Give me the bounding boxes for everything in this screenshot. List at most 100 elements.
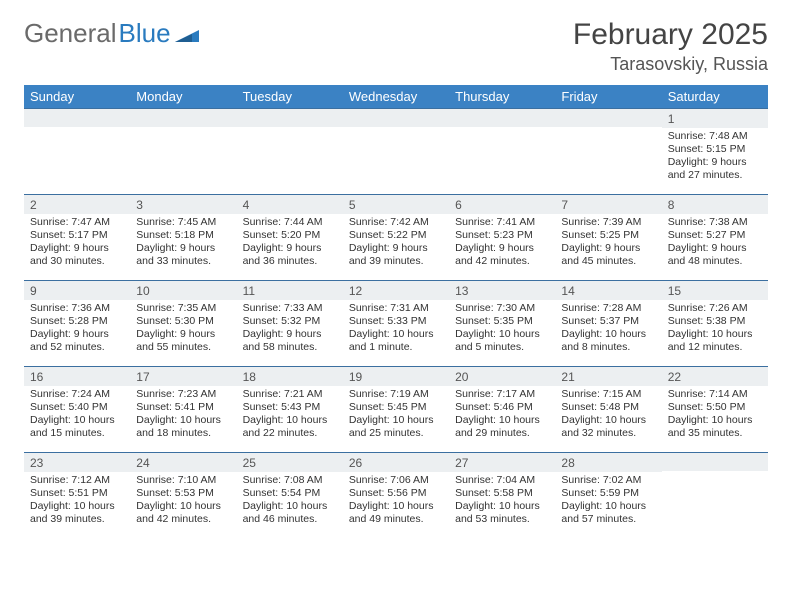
sunset-text: Sunset: 5:32 PM [243, 315, 337, 328]
daylight-text: Daylight: 10 hours and 53 minutes. [455, 500, 549, 526]
day-number [343, 109, 449, 127]
daylight-text: Daylight: 10 hours and 12 minutes. [668, 328, 762, 354]
sunset-text: Sunset: 5:40 PM [30, 401, 124, 414]
sunset-text: Sunset: 5:45 PM [349, 401, 443, 414]
day-details: Sunrise: 7:38 AMSunset: 5:27 PMDaylight:… [662, 216, 768, 273]
calendar-week-row: 2Sunrise: 7:47 AMSunset: 5:17 PMDaylight… [24, 195, 768, 281]
calendar-day-cell: 14Sunrise: 7:28 AMSunset: 5:37 PMDayligh… [555, 281, 661, 367]
day-number: 24 [130, 453, 236, 472]
day-details: Sunrise: 7:36 AMSunset: 5:28 PMDaylight:… [24, 302, 130, 359]
calendar-day-cell: 8Sunrise: 7:38 AMSunset: 5:27 PMDaylight… [662, 195, 768, 281]
sunset-text: Sunset: 5:50 PM [668, 401, 762, 414]
sunset-text: Sunset: 5:59 PM [561, 487, 655, 500]
logo-triangle-icon [175, 18, 199, 49]
day-number: 10 [130, 281, 236, 300]
sunrise-text: Sunrise: 7:36 AM [30, 302, 124, 315]
sunrise-text: Sunrise: 7:15 AM [561, 388, 655, 401]
day-number: 27 [449, 453, 555, 472]
day-details: Sunrise: 7:41 AMSunset: 5:23 PMDaylight:… [449, 216, 555, 273]
location-subtitle: Tarasovskiy, Russia [573, 54, 768, 75]
day-number [237, 109, 343, 127]
title-block: February 2025 Tarasovskiy, Russia [573, 18, 768, 75]
sunrise-text: Sunrise: 7:10 AM [136, 474, 230, 487]
sunrise-text: Sunrise: 7:45 AM [136, 216, 230, 229]
calendar-day-cell: 1Sunrise: 7:48 AMSunset: 5:15 PMDaylight… [662, 109, 768, 195]
day-details: Sunrise: 7:04 AMSunset: 5:58 PMDaylight:… [449, 474, 555, 531]
day-number: 13 [449, 281, 555, 300]
sunset-text: Sunset: 5:35 PM [455, 315, 549, 328]
sunset-text: Sunset: 5:58 PM [455, 487, 549, 500]
sunrise-text: Sunrise: 7:35 AM [136, 302, 230, 315]
day-details: Sunrise: 7:39 AMSunset: 5:25 PMDaylight:… [555, 216, 661, 273]
sunrise-text: Sunrise: 7:06 AM [349, 474, 443, 487]
sunrise-text: Sunrise: 7:19 AM [349, 388, 443, 401]
day-details: Sunrise: 7:26 AMSunset: 5:38 PMDaylight:… [662, 302, 768, 359]
sunset-text: Sunset: 5:27 PM [668, 229, 762, 242]
daylight-text: Daylight: 9 hours and 27 minutes. [668, 156, 762, 182]
daylight-text: Daylight: 10 hours and 8 minutes. [561, 328, 655, 354]
sunrise-text: Sunrise: 7:21 AM [243, 388, 337, 401]
day-number: 6 [449, 195, 555, 214]
day-number: 7 [555, 195, 661, 214]
daylight-text: Daylight: 9 hours and 33 minutes. [136, 242, 230, 268]
sunset-text: Sunset: 5:46 PM [455, 401, 549, 414]
day-details: Sunrise: 7:24 AMSunset: 5:40 PMDaylight:… [24, 388, 130, 445]
sunrise-text: Sunrise: 7:33 AM [243, 302, 337, 315]
sunset-text: Sunset: 5:38 PM [668, 315, 762, 328]
sunset-text: Sunset: 5:17 PM [30, 229, 124, 242]
day-number [130, 109, 236, 127]
sunrise-text: Sunrise: 7:04 AM [455, 474, 549, 487]
daylight-text: Daylight: 10 hours and 15 minutes. [30, 414, 124, 440]
day-details: Sunrise: 7:48 AMSunset: 5:15 PMDaylight:… [662, 130, 768, 187]
calendar-day-cell [662, 453, 768, 539]
day-number [24, 109, 130, 127]
sunrise-text: Sunrise: 7:28 AM [561, 302, 655, 315]
sunset-text: Sunset: 5:48 PM [561, 401, 655, 414]
day-number: 12 [343, 281, 449, 300]
day-details: Sunrise: 7:02 AMSunset: 5:59 PMDaylight:… [555, 474, 661, 531]
calendar-day-cell: 13 Sunrise: 7:30 AMSunset: 5:35 PMDayligh… [449, 281, 555, 367]
sunrise-text: Sunrise: 7:39 AM [561, 216, 655, 229]
weekday-header: Friday [555, 85, 661, 109]
day-details: Sunrise: 7:28 AMSunset: 5:37 PMDaylight:… [555, 302, 661, 359]
sunrise-text: Sunrise: 7:42 AM [349, 216, 443, 229]
day-number: 22 [662, 367, 768, 386]
day-number: 19 [343, 367, 449, 386]
daylight-text: Daylight: 10 hours and 46 minutes. [243, 500, 337, 526]
daylight-text: Daylight: 10 hours and 25 minutes. [349, 414, 443, 440]
daylight-text: Daylight: 9 hours and 42 minutes. [455, 242, 549, 268]
day-details: Sunrise: 7:30 AMSunset: 5:35 PMDaylight:… [449, 302, 555, 359]
day-number: 3 [130, 195, 236, 214]
day-details: Sunrise: 7:33 AMSunset: 5:32 PMDaylight:… [237, 302, 343, 359]
calendar-day-cell: 10Sunrise: 7:35 AMSunset: 5:30 PMDayligh… [130, 281, 236, 367]
sunrise-text: Sunrise: 7:02 AM [561, 474, 655, 487]
day-number: 23 [24, 453, 130, 472]
sunset-text: Sunset: 5:28 PM [30, 315, 124, 328]
daylight-text: Daylight: 9 hours and 52 minutes. [30, 328, 124, 354]
sunrise-text: Sunrise: 7:41 AM [455, 216, 549, 229]
day-number: 16 [24, 367, 130, 386]
weekday-header: Tuesday [237, 85, 343, 109]
daylight-text: Daylight: 10 hours and 49 minutes. [349, 500, 443, 526]
day-details: Sunrise: 7:44 AMSunset: 5:20 PMDaylight:… [237, 216, 343, 273]
calendar-table: Sunday Monday Tuesday Wednesday Thursday… [24, 85, 768, 539]
calendar-day-cell: 22Sunrise: 7:14 AMSunset: 5:50 PMDayligh… [662, 367, 768, 453]
brand-logo: GeneralBlue [24, 18, 199, 49]
calendar-day-cell: 9Sunrise: 7:36 AMSunset: 5:28 PMDaylight… [24, 281, 130, 367]
sunset-text: Sunset: 5:20 PM [243, 229, 337, 242]
weekday-header: Thursday [449, 85, 555, 109]
calendar-day-cell [555, 109, 661, 195]
sunrise-text: Sunrise: 7:31 AM [349, 302, 443, 315]
calendar-day-cell: 21Sunrise: 7:15 AMSunset: 5:48 PMDayligh… [555, 367, 661, 453]
calendar-day-cell: 11Sunrise: 7:33 AMSunset: 5:32 PMDayligh… [237, 281, 343, 367]
daylight-text: Daylight: 9 hours and 45 minutes. [561, 242, 655, 268]
sunset-text: Sunset: 5:41 PM [136, 401, 230, 414]
sunset-text: Sunset: 5:18 PM [136, 229, 230, 242]
daylight-text: Daylight: 10 hours and 5 minutes. [455, 328, 549, 354]
weekday-header: Saturday [662, 85, 768, 109]
daylight-text: Daylight: 9 hours and 58 minutes. [243, 328, 337, 354]
calendar-week-row: 1Sunrise: 7:48 AMSunset: 5:15 PMDaylight… [24, 109, 768, 195]
sunrise-text: Sunrise: 7:30 AM [455, 302, 549, 315]
day-details: Sunrise: 7:08 AMSunset: 5:54 PMDaylight:… [237, 474, 343, 531]
day-details: Sunrise: 7:06 AMSunset: 5:56 PMDaylight:… [343, 474, 449, 531]
